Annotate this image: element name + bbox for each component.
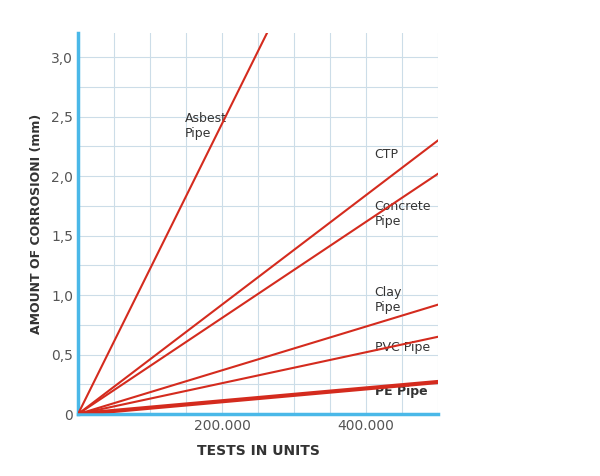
Text: PVC Pipe: PVC Pipe — [374, 341, 430, 354]
Text: PE Pipe: PE Pipe — [374, 385, 427, 398]
X-axis label: TESTS IN UNITS: TESTS IN UNITS — [197, 444, 319, 458]
Text: CTP: CTP — [374, 148, 398, 161]
Text: Asbest
Pipe: Asbest Pipe — [185, 112, 227, 140]
Text: Concrete
Pipe: Concrete Pipe — [374, 200, 431, 228]
Y-axis label: AMOUNT OF CORROSIONI (mm): AMOUNT OF CORROSIONI (mm) — [30, 114, 43, 334]
Text: Clay
Pipe: Clay Pipe — [374, 286, 402, 314]
